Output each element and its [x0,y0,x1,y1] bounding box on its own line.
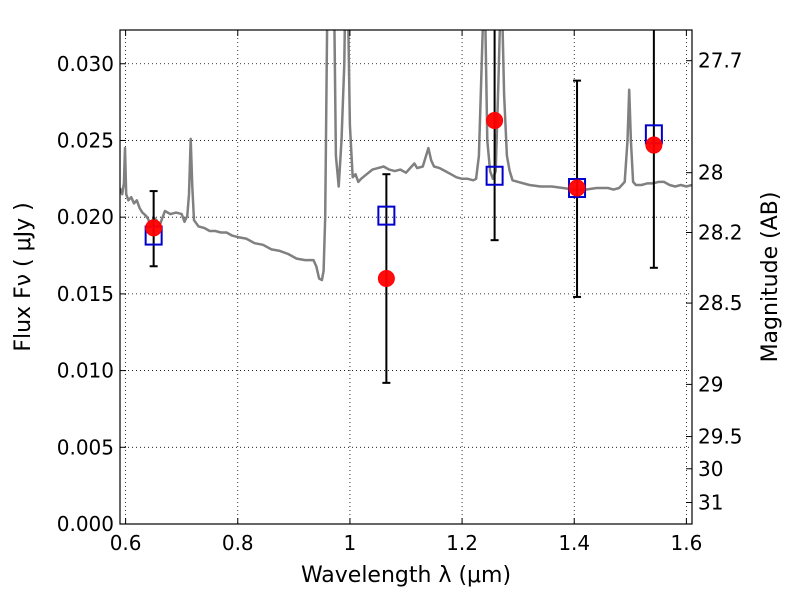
x-tick-label: 0.8 [222,531,254,555]
y-tick-label: 0.020 [57,205,114,229]
x-tick-label: 1.4 [558,531,590,555]
y-tick-label: 0.000 [57,512,114,536]
axes: 0.6 0.8 1 1.2 1.4 1.6 0.000 0.005 0.010 0.015 0.02… [57,30,743,555]
right-tick-label: 29 [698,372,723,396]
right-tick-label: 28.2 [698,221,743,245]
right-tick-label: 28.5 [698,291,743,315]
right-tick-label: 29.5 [698,425,743,449]
model-photometry-square [485,165,504,186]
x-tick-label: 1.2 [446,531,478,555]
observed-flux-point [568,179,586,197]
y-tick-label: 0.010 [57,359,114,383]
x-axis-label: Wavelength λ (μm) [301,563,511,588]
right-tick-label: 27.7 [698,49,743,73]
y-tick-label: 0.025 [57,128,114,152]
observed-flux-point [486,112,504,130]
right-axis-label: Magnitude (AB) [758,192,783,363]
x-tick-label: 1.6 [670,531,702,555]
right-tick-label: 28 [698,161,723,185]
observed-flux-point [645,136,663,154]
y-axis-label: Flux Fν ( μJy ) [11,202,36,351]
x-tick-label: 1 [344,531,357,555]
right-tick-label: 31 [698,491,723,515]
model-spectrum-line [120,30,692,282]
model-photometry-square [377,205,396,226]
observed-flux-point [145,219,163,237]
x-tick-label: 0.6 [110,531,142,555]
grid [120,30,692,524]
plot-frame [119,29,693,525]
y-tick-label: 0.015 [57,282,114,306]
right-tick-label: 30 [698,457,723,481]
observed-flux-point [377,270,395,288]
y-tick-label: 0.030 [57,52,114,76]
data-layer [120,30,692,384]
y-tick-label: 0.005 [57,435,114,459]
